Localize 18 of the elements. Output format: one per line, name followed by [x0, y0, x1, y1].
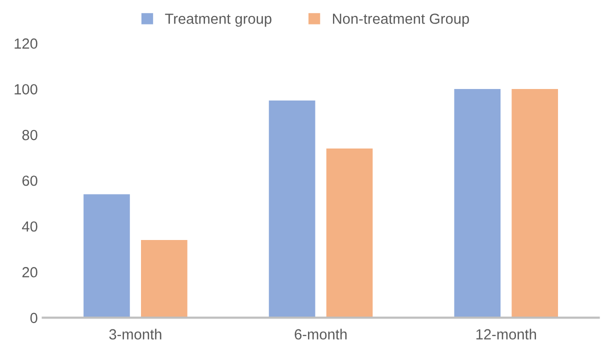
- bar: [512, 89, 558, 318]
- y-tick-label: 0: [30, 312, 38, 324]
- y-tick-label: 80: [22, 130, 38, 140]
- x-tick-label: 12-month: [476, 328, 536, 340]
- y-tick-label: 40: [22, 221, 38, 232]
- y-tick-label: 120: [14, 38, 38, 49]
- y-tick-label: 20: [22, 267, 38, 278]
- legend-label: Non-treatment Group: [332, 14, 469, 27]
- x-tick-label: 3-month: [109, 328, 162, 340]
- bar: [268, 100, 316, 318]
- y-tick-label: 60: [22, 176, 38, 186]
- x-tick-label: 6-month: [294, 328, 347, 340]
- y-tick-label: 100: [14, 84, 38, 94]
- bar: [454, 89, 501, 318]
- bar: [84, 194, 130, 318]
- bar: [141, 240, 188, 318]
- legend-label: Treatment group: [165, 14, 272, 27]
- bar: [326, 148, 373, 318]
